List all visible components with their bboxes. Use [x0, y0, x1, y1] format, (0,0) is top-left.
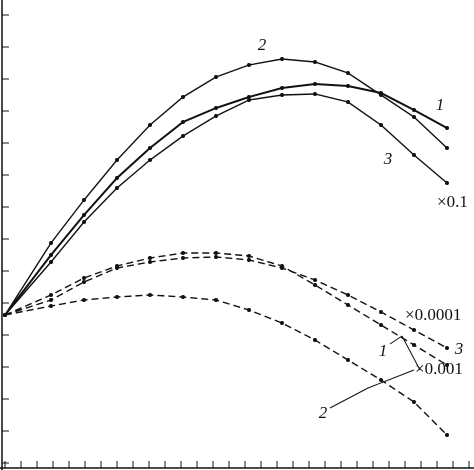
series-label: 2 [258, 35, 267, 54]
series-marker [412, 343, 416, 347]
series-marker [214, 114, 218, 118]
series-marker [82, 198, 86, 202]
series-label: 3 [383, 149, 393, 168]
series-marker [49, 253, 53, 257]
series-marker [412, 108, 416, 112]
series-line [4, 93, 448, 316]
series-marker [280, 57, 284, 61]
series-line [4, 252, 448, 366]
series-marker [148, 256, 152, 260]
series-marker [148, 158, 152, 162]
series-marker [412, 115, 416, 119]
series-marker [346, 358, 350, 362]
series-marker [280, 86, 284, 90]
series-marker [115, 158, 119, 162]
series-marker [115, 186, 119, 190]
series-marker [214, 75, 218, 79]
series-marker [115, 176, 119, 180]
series-marker [49, 298, 53, 302]
series-marker [49, 260, 53, 264]
series-marker [313, 92, 317, 96]
series-marker [379, 323, 383, 327]
series-marker [148, 146, 152, 150]
series-marker [82, 298, 86, 302]
series-marker [49, 293, 53, 297]
series-marker [82, 213, 86, 217]
series-line [4, 256, 448, 349]
series-marker [49, 241, 53, 245]
series-marker [3, 313, 7, 317]
series-marker [280, 93, 284, 97]
series-marker [49, 304, 53, 308]
series-marker [346, 100, 350, 104]
series-marker [379, 310, 383, 314]
series-marker [181, 256, 185, 260]
series-marker [214, 255, 218, 259]
series-marker [313, 82, 317, 86]
series-marker [313, 283, 317, 287]
leader [367, 369, 415, 389]
series-marker [346, 84, 350, 88]
series-marker [313, 278, 317, 282]
series-marker [313, 338, 317, 342]
series-marker [313, 60, 317, 64]
series-marker [346, 71, 350, 75]
series-marker [445, 433, 449, 437]
series-line [4, 294, 448, 436]
series-marker [445, 363, 449, 367]
scale-label: ×0.0001 [405, 305, 461, 324]
series-label: 3 [454, 339, 464, 358]
series-marker [445, 146, 449, 150]
series-label: 2 [319, 403, 328, 422]
series-line [4, 82, 448, 316]
series-marker [280, 266, 284, 270]
series-marker [181, 251, 185, 255]
series-marker [412, 400, 416, 404]
series-marker [445, 126, 449, 130]
series-marker [82, 276, 86, 280]
series-marker [181, 295, 185, 299]
series-marker [181, 134, 185, 138]
series-marker [346, 303, 350, 307]
series-marker [247, 63, 251, 67]
leader [401, 335, 421, 371]
series-marker [379, 91, 383, 95]
series-marker [379, 378, 383, 382]
series-marker [379, 123, 383, 127]
leader [329, 387, 369, 409]
series-marker [445, 346, 449, 350]
series-marker [247, 308, 251, 312]
series-marker [214, 298, 218, 302]
series-marker [148, 123, 152, 127]
series-marker [82, 280, 86, 284]
series-marker [445, 181, 449, 185]
series-marker [214, 106, 218, 110]
leader [389, 335, 403, 345]
series-marker [247, 95, 251, 99]
series-marker [148, 293, 152, 297]
scale-label: ×0.1 [437, 192, 468, 211]
series-line [4, 58, 448, 316]
series-marker [82, 220, 86, 224]
series-marker [280, 321, 284, 325]
series-marker [412, 153, 416, 157]
series-marker [148, 260, 152, 264]
series-label: 1 [436, 95, 445, 114]
scale-label: ×0.001 [415, 359, 463, 378]
series-marker [247, 258, 251, 262]
series-marker [181, 95, 185, 99]
series-marker [346, 293, 350, 297]
series-marker [412, 328, 416, 332]
series-label: 1 [379, 341, 388, 360]
series-marker [115, 266, 119, 270]
series-marker [247, 254, 251, 258]
series-marker [181, 120, 185, 124]
series-marker [115, 295, 119, 299]
series-marker [247, 98, 251, 102]
series-marker [214, 251, 218, 255]
